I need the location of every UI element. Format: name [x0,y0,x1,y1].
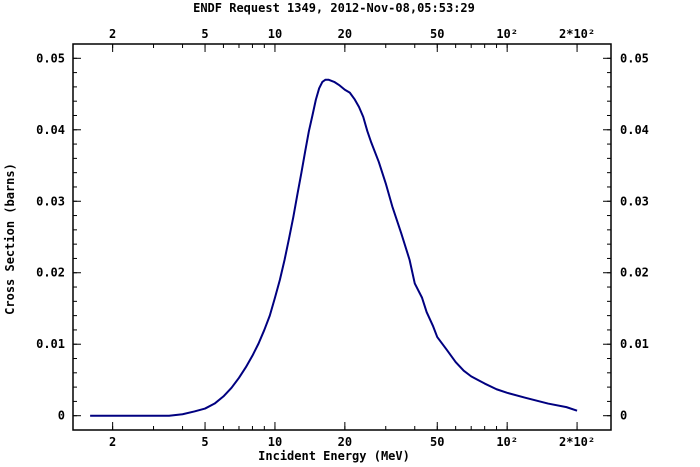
x-tick-label: 2 [109,435,116,449]
tick-labels: 2 2 5 5 10 10 20 20 50 50 10² 10² 2*10² 2*10² 0 0 0.01 0.… [36,27,649,449]
x-tick-label: 20 [338,435,352,449]
y-tick-label-right: 0.05 [620,51,649,65]
x-tick-label-top: 20 [338,27,352,41]
y-tick-label: 0.04 [36,123,65,137]
y-tick-label-right: 0.01 [620,337,649,351]
x-tick-label: 50 [430,435,444,449]
y-tick-label: 0.03 [36,194,65,208]
x-tick-label-top: 2 [109,27,116,41]
chart-title: ENDF Request 1349, 2012-Nov-08,05:53:29 [193,1,475,15]
x-tick-label: 2*10² [559,435,595,449]
x-tick-label-top: 5 [201,27,208,41]
y-tick-label: 0.05 [36,51,65,65]
cross-section-curve [90,78,578,417]
x-tick-label: 10² [496,435,518,449]
y-tick-label-right: 0.04 [620,123,649,137]
y-axis-title: Cross Section (barns) [3,163,17,315]
x-axis-title: Incident Energy (MeV) [258,449,410,463]
y-tick-label-right: 0.03 [620,194,649,208]
x-tick-label-top: 10² [496,27,518,41]
x-tick-label-top: 10 [268,27,282,41]
y-tick-label-right: 0.02 [620,266,649,280]
y-tick-label: 0.01 [36,337,65,351]
y-tick-label-right: 0 [620,409,627,423]
x-tick-label: 10 [268,435,282,449]
y-tick-label: 0 [58,409,65,423]
x-tick-label-top: 50 [430,27,444,41]
x-tick-label: 5 [201,435,208,449]
plot-frame [72,43,612,431]
y-tick-label: 0.02 [36,266,65,280]
axis-ticks [73,43,611,430]
x-tick-label-top: 2*10² [559,27,595,41]
